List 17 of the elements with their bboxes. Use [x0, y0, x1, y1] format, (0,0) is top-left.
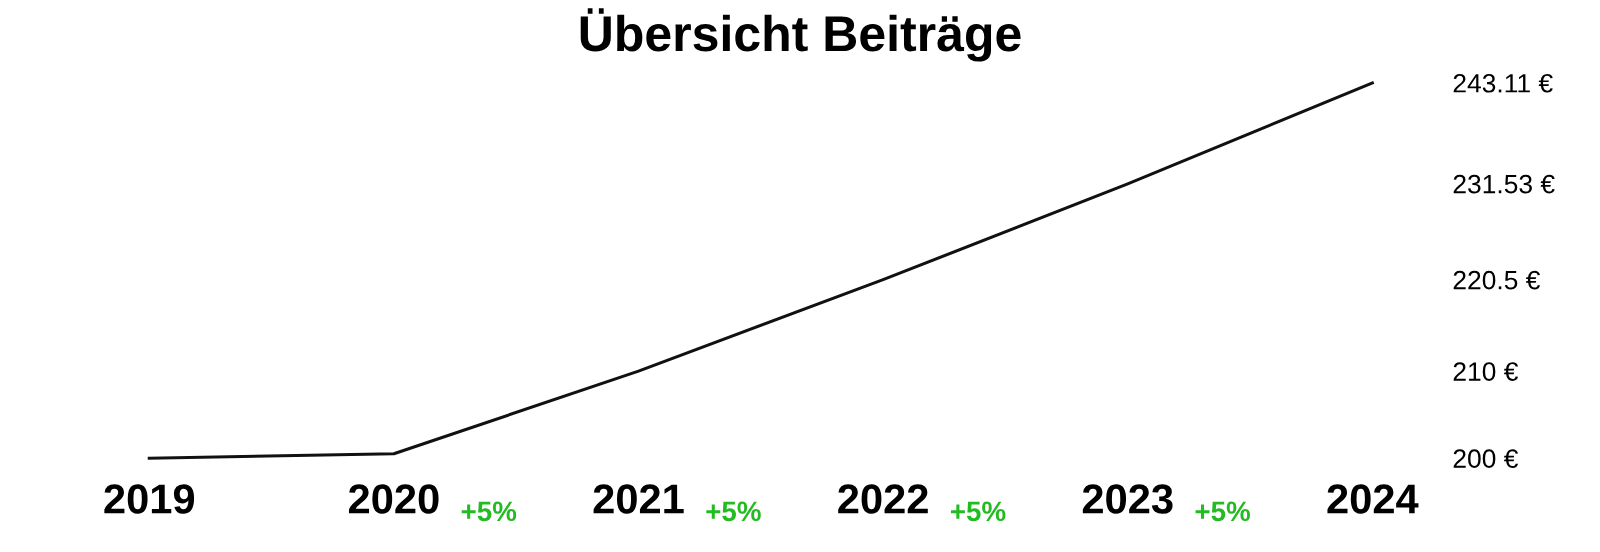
text: +5% [706, 501, 761, 522]
x-tick-label: 2023 [1082, 484, 1173, 514]
y-tick-label: 200 € [1453, 449, 1519, 468]
y-tick-label: 231.53 € [1453, 174, 1555, 194]
line-series [147, 81, 1374, 460]
text: +5% [461, 501, 517, 522]
text: +5% [950, 501, 1006, 522]
x-tick-label: 2020 [348, 484, 439, 514]
y-tick-label: 220.5 € [1453, 270, 1541, 290]
text: +5% [1195, 501, 1251, 522]
x-tick-label: 2024 [1327, 484, 1419, 514]
x-tick-label: 2022 [838, 484, 928, 514]
x-tick-label: 2019 [104, 484, 195, 514]
chart-title: Übersicht Beiträge [580, 8, 1021, 62]
y-tick-label: 243.11 € [1453, 73, 1553, 93]
x-tick-label: 2021 [593, 484, 684, 514]
y-tick-label: 210 € [1453, 362, 1519, 381]
